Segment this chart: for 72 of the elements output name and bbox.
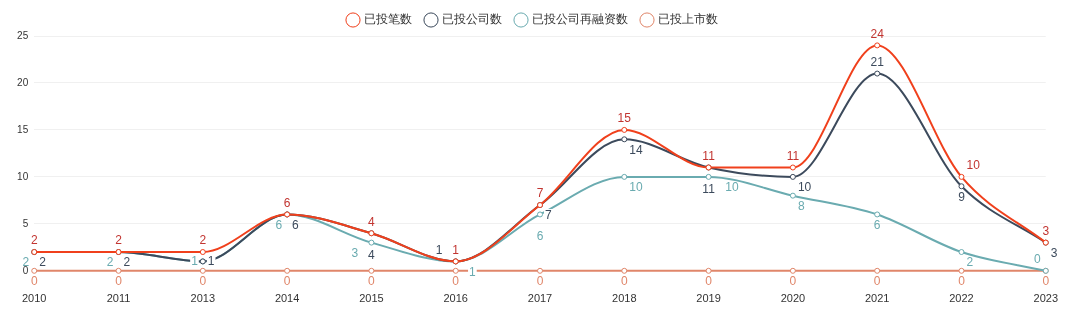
data-label: 2 bbox=[39, 255, 47, 270]
data-label: 2 bbox=[966, 255, 974, 270]
data-label: 0 bbox=[789, 274, 797, 289]
data-label: 0 bbox=[705, 274, 713, 289]
data-label: 0 bbox=[452, 274, 460, 289]
data-label: 4 bbox=[368, 247, 376, 262]
data-label: 0 bbox=[283, 274, 291, 289]
data-label: 1 bbox=[452, 242, 460, 257]
data-label: 14 bbox=[629, 142, 643, 157]
data-label: 2 bbox=[123, 255, 131, 270]
legend-label: 已投笔数 bbox=[364, 12, 412, 27]
data-label: 7 bbox=[536, 186, 544, 201]
data-label: 9 bbox=[958, 189, 966, 204]
data-label: 0 bbox=[1034, 252, 1042, 267]
data-label: 6 bbox=[275, 217, 283, 232]
x-tick-label: 2017 bbox=[527, 292, 553, 305]
y-tick-label: 10 bbox=[17, 170, 29, 182]
data-label: 0 bbox=[958, 274, 966, 289]
x-tick-label: 2021 bbox=[864, 292, 890, 305]
legend-label: 已投公司再融资数 bbox=[532, 12, 628, 27]
data-label: 6 bbox=[536, 228, 544, 243]
data-label: 24 bbox=[870, 26, 885, 41]
x-tick-label: 2016 bbox=[443, 292, 468, 305]
data-label: 0 bbox=[1042, 274, 1050, 289]
data-label: 3 bbox=[1050, 245, 1058, 260]
x-tick-label: 2011 bbox=[106, 292, 131, 305]
data-label: 0 bbox=[536, 274, 544, 289]
data-label: 7 bbox=[544, 208, 552, 223]
data-label: 11 bbox=[786, 148, 800, 163]
data-label: 2 bbox=[30, 233, 38, 248]
x-tick-label: 2014 bbox=[274, 292, 300, 305]
data-label: 3 bbox=[351, 245, 359, 260]
data-label: 2 bbox=[106, 255, 114, 270]
y-tick-label: 15 bbox=[17, 123, 29, 135]
data-label: 11 bbox=[702, 148, 716, 163]
data-label: 2 bbox=[115, 233, 123, 248]
x-tick-label: 2018 bbox=[612, 292, 637, 305]
x-tick-label: 2023 bbox=[1033, 292, 1059, 305]
data-label: 1 bbox=[207, 253, 215, 268]
data-label: 0 bbox=[873, 274, 881, 289]
y-tick-label: 20 bbox=[17, 76, 29, 88]
data-label: 21 bbox=[870, 54, 885, 69]
data-label: 3 bbox=[1042, 223, 1050, 238]
x-tick-label: 2015 bbox=[359, 292, 384, 305]
data-label: 6 bbox=[283, 195, 291, 210]
x-tick-label: 2010 bbox=[21, 292, 47, 305]
data-label: 8 bbox=[797, 198, 805, 213]
data-label: 11 bbox=[702, 181, 716, 196]
data-label: 10 bbox=[725, 180, 739, 195]
data-label: 15 bbox=[617, 111, 632, 126]
data-label: 1 bbox=[191, 253, 199, 268]
data-label: 0 bbox=[115, 274, 123, 289]
data-label: 10 bbox=[797, 180, 812, 195]
data-label: 0 bbox=[620, 274, 628, 289]
y-tick-label: 25 bbox=[17, 29, 29, 41]
data-label: 1 bbox=[435, 242, 443, 257]
legend-label: 已投上市数 bbox=[658, 12, 718, 27]
data-label: 1 bbox=[469, 264, 477, 279]
x-tick-label: 2019 bbox=[696, 292, 721, 305]
data-label: 10 bbox=[629, 180, 643, 195]
data-label: 10 bbox=[966, 158, 981, 173]
x-tick-label: 2013 bbox=[190, 292, 216, 305]
data-label: 6 bbox=[873, 217, 881, 232]
y-tick-label: 5 bbox=[22, 217, 29, 229]
x-tick-label: 2022 bbox=[949, 292, 974, 305]
data-label: 2 bbox=[199, 233, 207, 248]
data-label: 4 bbox=[368, 214, 376, 229]
data-label: 0 bbox=[199, 274, 207, 289]
data-label: 0 bbox=[368, 274, 376, 289]
legend-label: 已投公司数 bbox=[442, 12, 502, 27]
data-label: 6 bbox=[292, 217, 300, 232]
x-tick-label: 2020 bbox=[780, 292, 806, 305]
